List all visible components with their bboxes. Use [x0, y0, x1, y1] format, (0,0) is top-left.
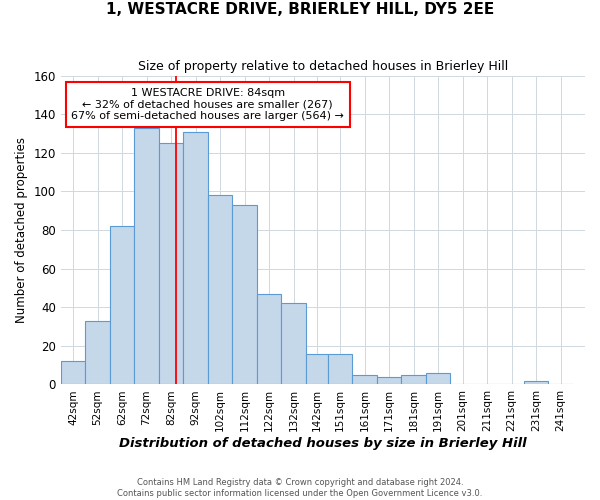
- Bar: [85, 320, 110, 384]
- Bar: [524, 380, 548, 384]
- Bar: [401, 375, 426, 384]
- Bar: [61, 362, 85, 384]
- Bar: [377, 376, 401, 384]
- Text: 1 WESTACRE DRIVE: 84sqm
← 32% of detached houses are smaller (267)
67% of semi-d: 1 WESTACRE DRIVE: 84sqm ← 32% of detache…: [71, 88, 344, 121]
- Bar: [159, 143, 183, 384]
- Bar: [426, 373, 450, 384]
- Bar: [110, 226, 134, 384]
- Bar: [183, 132, 208, 384]
- Y-axis label: Number of detached properties: Number of detached properties: [15, 137, 28, 323]
- Bar: [134, 128, 159, 384]
- Bar: [281, 304, 306, 384]
- Text: 1, WESTACRE DRIVE, BRIERLEY HILL, DY5 2EE: 1, WESTACRE DRIVE, BRIERLEY HILL, DY5 2E…: [106, 2, 494, 18]
- Text: Contains HM Land Registry data © Crown copyright and database right 2024.
Contai: Contains HM Land Registry data © Crown c…: [118, 478, 482, 498]
- Bar: [306, 354, 328, 384]
- Bar: [208, 196, 232, 384]
- Bar: [232, 205, 257, 384]
- Bar: [328, 354, 352, 384]
- Title: Size of property relative to detached houses in Brierley Hill: Size of property relative to detached ho…: [138, 60, 508, 73]
- X-axis label: Distribution of detached houses by size in Brierley Hill: Distribution of detached houses by size …: [119, 437, 527, 450]
- Bar: [352, 375, 377, 384]
- Bar: [257, 294, 281, 384]
